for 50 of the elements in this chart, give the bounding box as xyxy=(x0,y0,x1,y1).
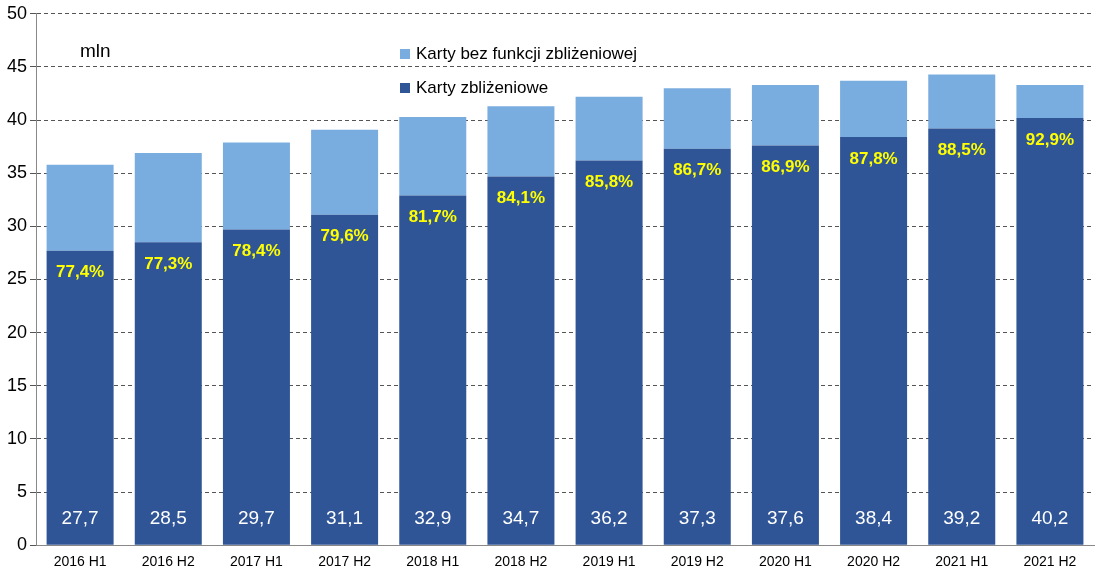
y-tick-label: 30 xyxy=(6,215,28,236)
data-label: 31,1 xyxy=(326,507,364,529)
annotation: 85,8% xyxy=(584,172,634,192)
y-tick-label: 10 xyxy=(6,427,28,448)
annotation: 77,4% xyxy=(56,262,105,282)
data-label: 28,5 xyxy=(149,507,187,529)
x-tick-label: 2016 H2 xyxy=(141,553,195,570)
y-axis-title: mln xyxy=(80,40,111,62)
x-tick-label: 2019 H2 xyxy=(670,553,724,570)
y-tick-label: 0 xyxy=(17,534,28,555)
annotation: 86,9% xyxy=(761,157,810,177)
x-tick-label: 2020 H1 xyxy=(758,553,813,570)
annotation: 81,7% xyxy=(408,207,457,227)
annotation: 86,7% xyxy=(673,160,722,180)
y-tick-label: 35 xyxy=(6,162,28,183)
y-tick-label: 5 xyxy=(17,481,28,502)
data-label: 29,7 xyxy=(237,507,275,529)
y-tick-label: 40 xyxy=(6,109,28,130)
annotation: 79,6% xyxy=(320,226,369,246)
data-label: 27,7 xyxy=(61,507,99,529)
annotation: 84,1% xyxy=(496,188,546,208)
x-tick-label: 2016 H1 xyxy=(53,553,107,570)
annotation: 78,4% xyxy=(232,241,281,261)
data-label: 37,6 xyxy=(766,507,804,529)
data-label: 40,2 xyxy=(1031,507,1069,529)
annotation: 87,8% xyxy=(849,148,898,168)
x-tick-label: 2021 H1 xyxy=(935,553,989,570)
data-label: 34,7 xyxy=(502,507,540,529)
data-label: 32,9 xyxy=(414,507,452,529)
x-tick-label: 2017 H2 xyxy=(318,553,372,570)
data-label: 36,2 xyxy=(590,507,628,529)
annotation: 88,5% xyxy=(937,140,986,160)
y-tick-label: 45 xyxy=(6,55,28,76)
y-tick-label: 15 xyxy=(6,374,28,395)
x-tick-label: 2018 H1 xyxy=(406,553,460,570)
x-tick-label: 2018 H2 xyxy=(494,553,548,570)
x-tick-label: 2017 H1 xyxy=(229,553,284,570)
legend-label: Karty bez funkcji zbliżeniowej xyxy=(416,44,638,64)
x-tick-label: 2019 H1 xyxy=(582,553,636,570)
x-tick-label: 2021 H2 xyxy=(1023,553,1077,570)
data-label: 37,3 xyxy=(678,507,716,529)
legend-label: Karty zbliżeniowe xyxy=(416,78,549,98)
y-tick-label: 25 xyxy=(6,268,28,289)
data-label: 38,4 xyxy=(855,507,893,529)
y-tick-label: 20 xyxy=(6,321,28,342)
y-tick-label: 50 xyxy=(6,2,28,23)
annotation: 77,3% xyxy=(144,253,193,273)
data-label: 39,2 xyxy=(943,507,981,529)
x-tick-label: 2020 H2 xyxy=(847,553,901,570)
annotation: 92,9% xyxy=(1025,129,1075,149)
